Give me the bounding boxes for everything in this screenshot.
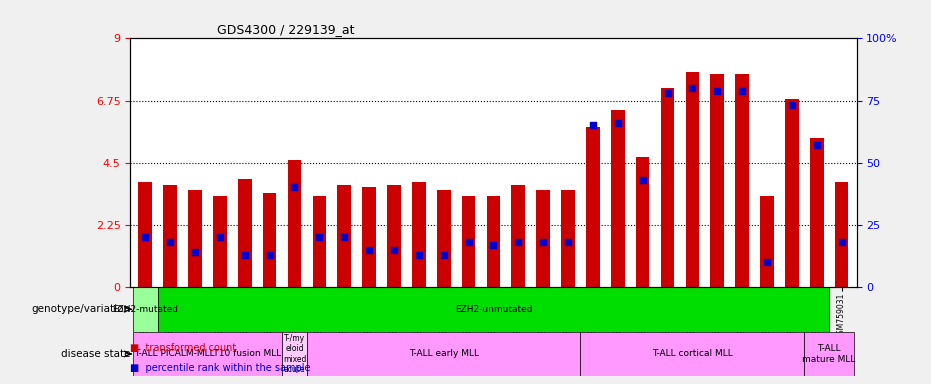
FancyBboxPatch shape — [804, 332, 854, 376]
Point — [312, 234, 327, 240]
Bar — [561, 190, 574, 287]
Point — [263, 252, 277, 258]
Point — [660, 90, 675, 96]
Text: T-ALL PICALM-MLLT10 fusion MLL: T-ALL PICALM-MLLT10 fusion MLL — [134, 349, 281, 358]
Point — [187, 249, 202, 255]
FancyBboxPatch shape — [307, 332, 580, 376]
Point — [412, 252, 426, 258]
Point — [785, 103, 800, 109]
Text: T-/my
eloid
mixed
acute: T-/my eloid mixed acute — [283, 334, 306, 374]
Point — [586, 122, 600, 128]
Point — [163, 239, 178, 245]
Bar — [785, 99, 799, 287]
Point — [486, 242, 501, 248]
Point — [560, 239, 575, 245]
Text: EZH2-unmutated: EZH2-unmutated — [454, 305, 533, 314]
FancyBboxPatch shape — [580, 332, 804, 376]
Bar — [213, 196, 227, 287]
Bar — [412, 182, 425, 287]
Bar — [437, 190, 451, 287]
Point — [834, 239, 849, 245]
Bar — [611, 110, 625, 287]
Bar — [511, 185, 525, 287]
Bar — [238, 179, 251, 287]
Bar — [462, 196, 476, 287]
Bar — [139, 182, 152, 287]
Bar — [636, 157, 650, 287]
Text: disease state: disease state — [61, 349, 130, 359]
Bar — [163, 185, 177, 287]
Text: T-ALL cortical MLL: T-ALL cortical MLL — [652, 349, 733, 358]
Bar — [188, 190, 202, 287]
Text: ■  percentile rank within the sample: ■ percentile rank within the sample — [130, 362, 311, 372]
Bar — [387, 185, 400, 287]
Point — [437, 252, 452, 258]
Point — [386, 247, 401, 253]
Point — [361, 247, 376, 253]
FancyBboxPatch shape — [282, 332, 307, 376]
Bar — [263, 193, 277, 287]
Bar — [710, 74, 724, 287]
Point — [685, 85, 700, 91]
Bar — [362, 187, 376, 287]
Bar — [810, 138, 824, 287]
Point — [635, 177, 650, 183]
Bar — [835, 182, 848, 287]
Point — [138, 234, 153, 240]
Bar — [735, 74, 749, 287]
Point — [760, 259, 775, 265]
Text: T-ALL
mature MLL: T-ALL mature MLL — [803, 344, 856, 364]
Text: EZH2-mutated: EZH2-mutated — [113, 305, 178, 314]
Text: ■  transformed count: ■ transformed count — [130, 343, 236, 353]
Bar — [760, 196, 774, 287]
Bar — [685, 71, 699, 287]
FancyBboxPatch shape — [133, 287, 157, 332]
Text: T-ALL early MLL: T-ALL early MLL — [409, 349, 479, 358]
Point — [212, 234, 227, 240]
FancyBboxPatch shape — [157, 287, 830, 332]
Bar — [288, 160, 302, 287]
Point — [287, 184, 302, 190]
Text: GDS4300 / 229139_at: GDS4300 / 229139_at — [218, 23, 355, 36]
Bar — [536, 190, 550, 287]
Text: genotype/variation: genotype/variation — [31, 304, 130, 314]
Point — [237, 252, 252, 258]
Point — [461, 239, 476, 245]
Bar — [487, 196, 500, 287]
Bar — [587, 127, 600, 287]
Point — [511, 239, 526, 245]
Point — [735, 88, 749, 94]
Bar — [313, 196, 326, 287]
Point — [337, 234, 352, 240]
Point — [809, 142, 824, 148]
Bar — [337, 185, 351, 287]
Point — [611, 120, 626, 126]
Point — [709, 88, 724, 94]
FancyBboxPatch shape — [133, 332, 282, 376]
Point — [535, 239, 550, 245]
Bar — [661, 88, 674, 287]
